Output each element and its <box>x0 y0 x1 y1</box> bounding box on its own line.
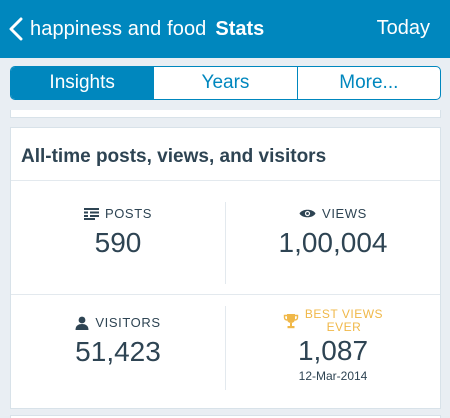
posts-icon <box>83 207 99 220</box>
trophy-icon <box>283 314 299 329</box>
views-value: 1,00,004 <box>278 227 388 258</box>
divider <box>225 202 226 284</box>
blog-name: happiness and food <box>30 17 207 40</box>
views-stat[interactable]: VIEWS 1,00,004 <box>226 206 440 259</box>
divider <box>11 294 440 295</box>
tab-years[interactable]: Years <box>154 67 298 99</box>
tab-more[interactable]: More... <box>339 72 399 93</box>
best-views-label-line1: BEST VIEWS <box>304 307 384 321</box>
views-label: VIEWS <box>322 206 367 221</box>
back-button[interactable]: happiness and food Stats <box>8 13 264 45</box>
segmented-control: Insights Years More... <box>10 66 441 100</box>
best-views-stat[interactable]: BEST VIEWS EVER 1,087 12-Mar-2014 <box>226 308 440 383</box>
eye-icon <box>299 209 316 218</box>
posts-stat[interactable]: POSTS 590 <box>11 206 225 259</box>
page-title: Stats <box>215 17 265 40</box>
best-views-label-line2: EVER <box>326 320 362 334</box>
card-title: All-time posts, views, and visitors <box>21 146 327 167</box>
visitors-value: 51,423 <box>75 336 161 367</box>
best-views-date: 12-Mar-2014 <box>298 369 368 383</box>
top-navigation-bar: happiness and food Stats Today <box>0 0 450 58</box>
posts-value: 590 <box>94 227 142 258</box>
best-views-value: 1,087 <box>297 335 369 366</box>
tab-insights[interactable]: Insights <box>11 67 155 99</box>
segment-bar: Insights Years More... <box>0 58 450 110</box>
period-button[interactable]: Today <box>376 17 430 39</box>
person-icon <box>75 316 89 330</box>
visitors-stat[interactable]: VISITORS 51,423 <box>11 315 225 368</box>
previous-card-bottom <box>10 110 441 118</box>
next-card-top <box>10 415 441 418</box>
all-time-stats-card: All-time posts, views, and visitors POST… <box>10 127 441 409</box>
chevron-left-icon <box>9 17 23 41</box>
visitors-label: VISITORS <box>95 315 161 330</box>
posts-label: POSTS <box>104 206 153 221</box>
divider <box>11 180 440 181</box>
divider <box>225 306 226 390</box>
